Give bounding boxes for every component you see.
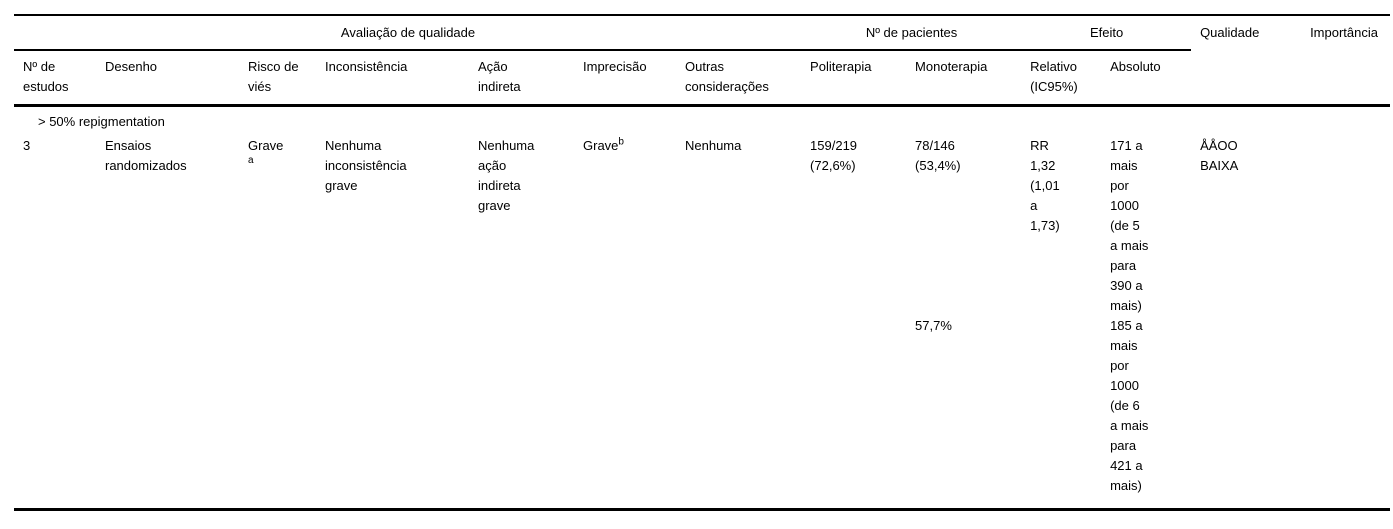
- footnote-marker-a: a: [248, 155, 254, 166]
- column-header-risco-de-vies: Risco de viés: [239, 50, 316, 107]
- column-header-imprecisao: Imprecisão: [574, 50, 676, 107]
- cell-absoluto-secondary: 185 a mais por 1000 (de 6 a mais para 42…: [1110, 318, 1149, 493]
- cell-inconsistencia: Nenhuma inconsistência grave: [325, 138, 407, 193]
- section-label: > 50% repigmentation: [38, 114, 165, 129]
- column-header-row: Nº de estudos Desenho Risco de viés Inco…: [14, 50, 1390, 107]
- cell-monoterapia-secondary: 57,7%: [915, 318, 952, 333]
- column-header-relativo-ic95: Relativo (IC95%): [1021, 50, 1102, 107]
- group-header-efeito: Efeito: [1021, 15, 1192, 51]
- cell-relativo: RR 1,32 (1,01 a 1,73): [1030, 138, 1060, 233]
- cell-desenho: Ensaios randomizados: [105, 138, 187, 173]
- risco-de-vies-value: Grave: [248, 138, 284, 153]
- table-row: 3 Ensaios randomizados Grave a Nenhuma in…: [14, 132, 1390, 316]
- cell-n-de-estudos: 3: [23, 138, 31, 153]
- footnote-marker-b: b: [618, 136, 624, 148]
- grade-quality-symbols: ÅÅOO: [1200, 138, 1238, 153]
- group-header-n-de-pacientes: Nº de pacientes: [801, 15, 1022, 51]
- column-header-importancia: Importância: [1301, 15, 1391, 107]
- cell-importancia: [1301, 132, 1390, 510]
- group-header-row: Avaliação de qualidade Nº de pacientes E…: [14, 15, 1391, 107]
- column-header-monoterapia: Monoterapia: [906, 50, 1022, 107]
- group-header-avaliacao-de-qualidade: Avaliação de qualidade: [14, 15, 802, 51]
- table-row-continued: 57,7% 185 a mais por 1000 (de 6 a mais p…: [14, 316, 1390, 510]
- column-header-desenho: Desenho: [96, 50, 239, 107]
- grade-evidence-table: Avaliação de qualidade Nº de pacientes E…: [14, 14, 1391, 511]
- cell-politerapia: 159/219 (72,6%): [810, 138, 858, 173]
- cell-outras-consideracoes: Nenhuma: [685, 138, 742, 153]
- cell-imprecisao: Graveb: [574, 132, 676, 510]
- column-header-qualidade: Qualidade: [1191, 15, 1302, 107]
- column-header-absoluto: Absoluto: [1101, 50, 1192, 107]
- column-header-n-de-estudos: Nº de estudos: [14, 50, 96, 107]
- cell-qualidade: ÅÅOO BAIXA: [1191, 132, 1301, 510]
- grade-quality-label: BAIXA: [1200, 158, 1239, 173]
- cell-acao-indireta: Nenhuma ação indireta grave: [478, 138, 535, 213]
- imprecisao-value: Grave: [583, 138, 619, 153]
- column-header-outras-consideracoes: Outras considerações: [676, 50, 802, 107]
- cell-absoluto-primary: 171 a mais por 1000 (de 5 a mais para 39…: [1110, 138, 1149, 313]
- cell-monoterapia-primary: 78/146 (53,4%): [915, 138, 961, 173]
- column-header-politerapia: Politerapia: [801, 50, 907, 107]
- column-header-inconsistencia: Inconsistência: [316, 50, 469, 107]
- column-header-acao-indireta: Ação indireta: [469, 50, 574, 107]
- section-row: > 50% repigmentation: [14, 106, 1390, 133]
- cell-risco-de-vies: Grave a: [239, 132, 316, 510]
